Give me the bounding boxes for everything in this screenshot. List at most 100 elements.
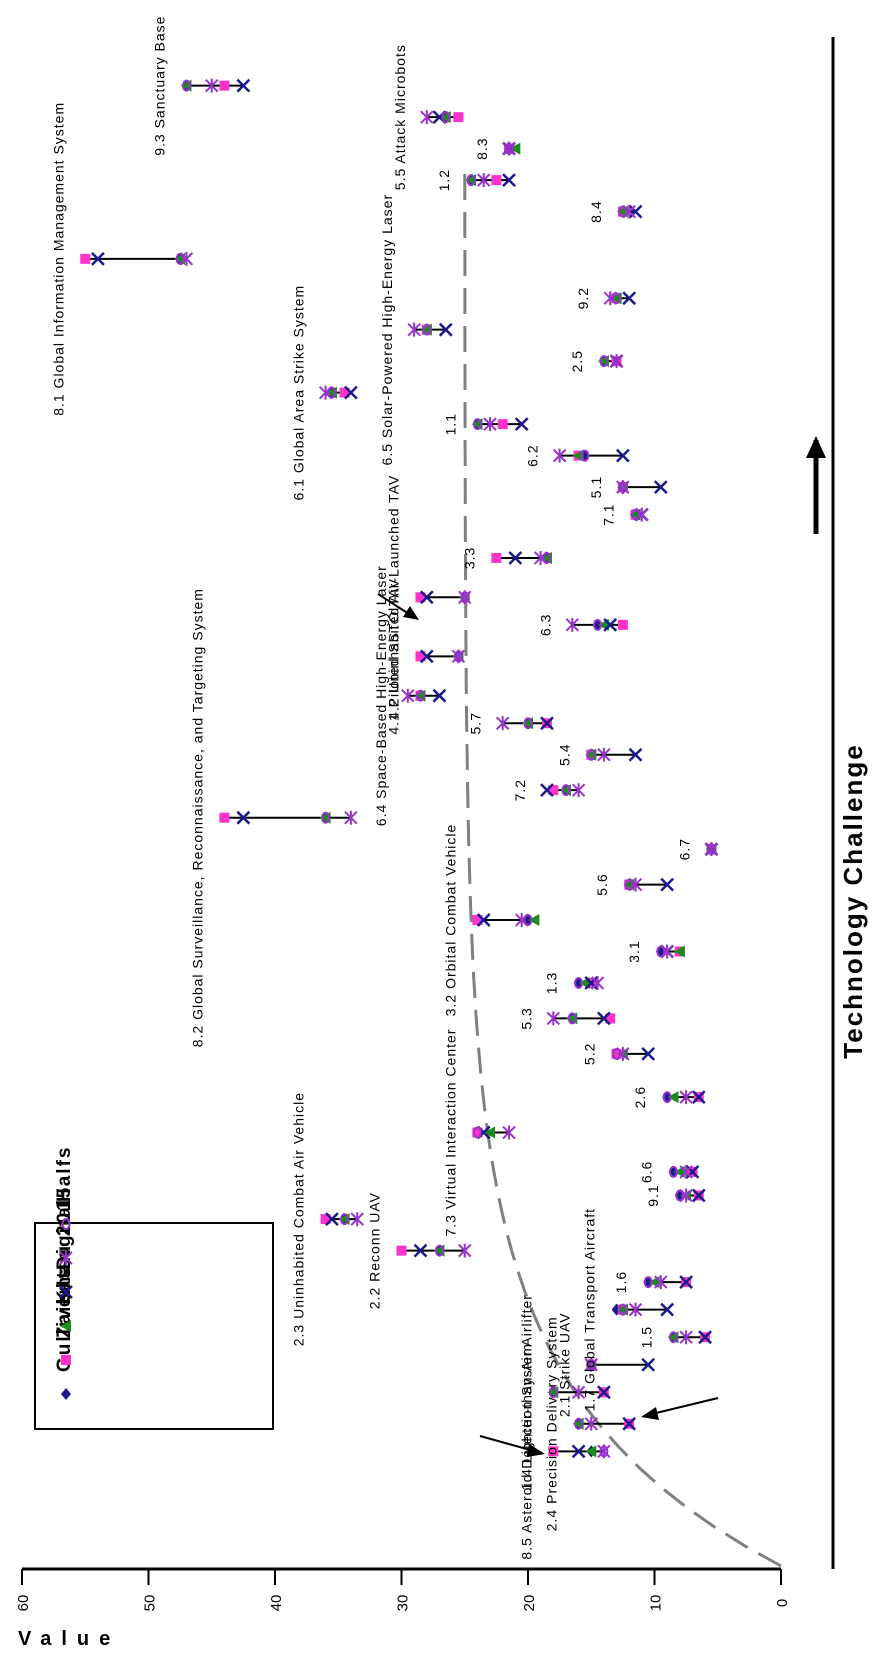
- point-2015: [350, 1212, 364, 1227]
- plot-area: 0 10 20 30 40 50 60 8.5 Asteroid Detection Sys…: [15, 16, 835, 1611]
- point-halfs: [593, 618, 603, 631]
- point-zaibatsu: [396, 1245, 407, 1256]
- point-khan: [667, 1091, 679, 1104]
- callout-arrows: [377, 593, 719, 1457]
- system-6-6: 6.6: [638, 1161, 700, 1183]
- system-9-2: 9.2: [575, 287, 637, 309]
- point-2015: [401, 688, 415, 703]
- point-digital: [419, 590, 434, 605]
- point-digital: [660, 1302, 675, 1317]
- system-label: 4.1 Piloted SSTO TAV: [385, 578, 401, 735]
- system-label: 7.2: [512, 779, 528, 801]
- point-digital: [413, 1243, 428, 1258]
- system-5-6: 5.6: [594, 873, 675, 896]
- point-halfs: [662, 1091, 672, 1104]
- system-label: 6.4 Space-Based High-Energy Laser: [373, 565, 389, 826]
- point-halfs: [523, 717, 533, 730]
- point-2015: [584, 1416, 598, 1431]
- system-1-2: 1.2: [436, 169, 516, 191]
- system-label: 9.2: [575, 287, 591, 309]
- point-digital: [628, 204, 643, 219]
- point-digital: [660, 877, 675, 892]
- point-digital: [236, 810, 251, 825]
- point-digital: [641, 1046, 656, 1061]
- legend: Gulliver'sZaibatsuKhanDigital2015Halfs: [34, 1146, 274, 1430]
- system-label: 9.1: [645, 1184, 661, 1206]
- point-halfs: [618, 1303, 628, 1316]
- system-label: 1.3: [544, 972, 560, 994]
- point-khan: [585, 1445, 597, 1458]
- system-label: 6.5 Solar-Powered High-Energy Laser: [379, 194, 395, 466]
- point-2015: [483, 417, 497, 432]
- point-zaibatsu: [219, 80, 230, 91]
- point-halfs: [586, 748, 596, 761]
- system-2-4: 2.4 Precision Delivery System: [544, 1316, 637, 1531]
- point-2015: [420, 110, 434, 125]
- point-halfs: [327, 386, 337, 399]
- system-1-4: 1.4 Lighter-than-Air Airlifter: [518, 1294, 611, 1491]
- point-halfs: [542, 551, 552, 564]
- y-tick-label: 60: [15, 1595, 32, 1612]
- point-halfs: [523, 914, 533, 927]
- system-2-1: 2.1 Strike UAV: [556, 1312, 656, 1417]
- y-tick-label: 10: [648, 1595, 665, 1612]
- system-5-2: 5.2: [582, 1043, 656, 1065]
- point-digital: [432, 688, 447, 703]
- legend-marker: [61, 1355, 71, 1365]
- point-halfs: [580, 449, 590, 462]
- point-digital: [91, 251, 105, 266]
- trend-curve: [463, 168, 782, 1568]
- point-halfs: [574, 1417, 584, 1430]
- point-digital: [597, 1011, 611, 1026]
- system-2-5: 2.5: [569, 350, 624, 372]
- point-halfs: [472, 1126, 482, 1139]
- point-digital: [628, 747, 643, 762]
- legend-marker: [61, 1218, 71, 1230]
- system-label: 6.6: [638, 1161, 654, 1183]
- y-tick-50: 50: [142, 1569, 159, 1611]
- system-9-3: 9.3 Sanctuary Base: [151, 16, 251, 156]
- y-tick-60: 60: [15, 1569, 32, 1611]
- point-halfs: [643, 1276, 653, 1289]
- point-halfs: [668, 1331, 678, 1344]
- system-label: 6.3: [537, 614, 553, 636]
- point-zaibatsu: [548, 785, 559, 796]
- point-digital: [476, 913, 491, 927]
- legend-entry-digital: Digital: [54, 1198, 75, 1299]
- system-1-3: 1.3: [544, 972, 605, 994]
- point-halfs: [321, 811, 331, 824]
- y-tick-20: 20: [521, 1569, 538, 1611]
- y-tick-10: 10: [648, 1569, 665, 1611]
- point-2015: [679, 1090, 693, 1105]
- point-zaibatsu: [415, 651, 426, 662]
- legend-label: Gulliver's: [54, 1266, 75, 1372]
- point-zaibatsu: [80, 253, 91, 264]
- point-halfs: [706, 843, 716, 856]
- system-label: 2.2 Reconn UAV: [367, 1192, 383, 1309]
- system-7-2: 7.2: [512, 779, 586, 801]
- system-2-3: 2.3 Uninhabited Combat Air Vehicle: [291, 1092, 364, 1346]
- point-2015: [344, 810, 358, 825]
- point-halfs: [618, 205, 628, 218]
- system-6-1: 6.1 Global Area Strike System: [291, 285, 358, 501]
- system-9-1: 9.1: [645, 1184, 706, 1207]
- y-axis-title: Value: [18, 1628, 120, 1650]
- system-5-1: 5.1: [588, 476, 668, 498]
- legend-marker: [60, 1320, 71, 1332]
- point-digital: [679, 1275, 694, 1289]
- system-label: 8.5 Asteroid Detection System: [518, 1343, 534, 1560]
- point-digital: [622, 291, 637, 306]
- point-halfs: [561, 784, 571, 797]
- system-label: 9.3 Sanctuary Base: [151, 16, 167, 156]
- point-2015: [571, 783, 586, 798]
- point-digital: [685, 1165, 700, 1179]
- point-digital: [584, 976, 599, 990]
- point-khan: [572, 449, 584, 462]
- point-halfs: [612, 1047, 622, 1060]
- system-5-5: 5.5 Attack Microbots: [392, 44, 464, 190]
- point-digital: [653, 480, 668, 494]
- system-label: 2.3 Uninhabited Combat Air Vehicle: [291, 1092, 307, 1346]
- callout-arrow-8-5: [479, 1435, 545, 1457]
- system-6-4: 6.4 Space-Based High-Energy Laser: [373, 565, 447, 826]
